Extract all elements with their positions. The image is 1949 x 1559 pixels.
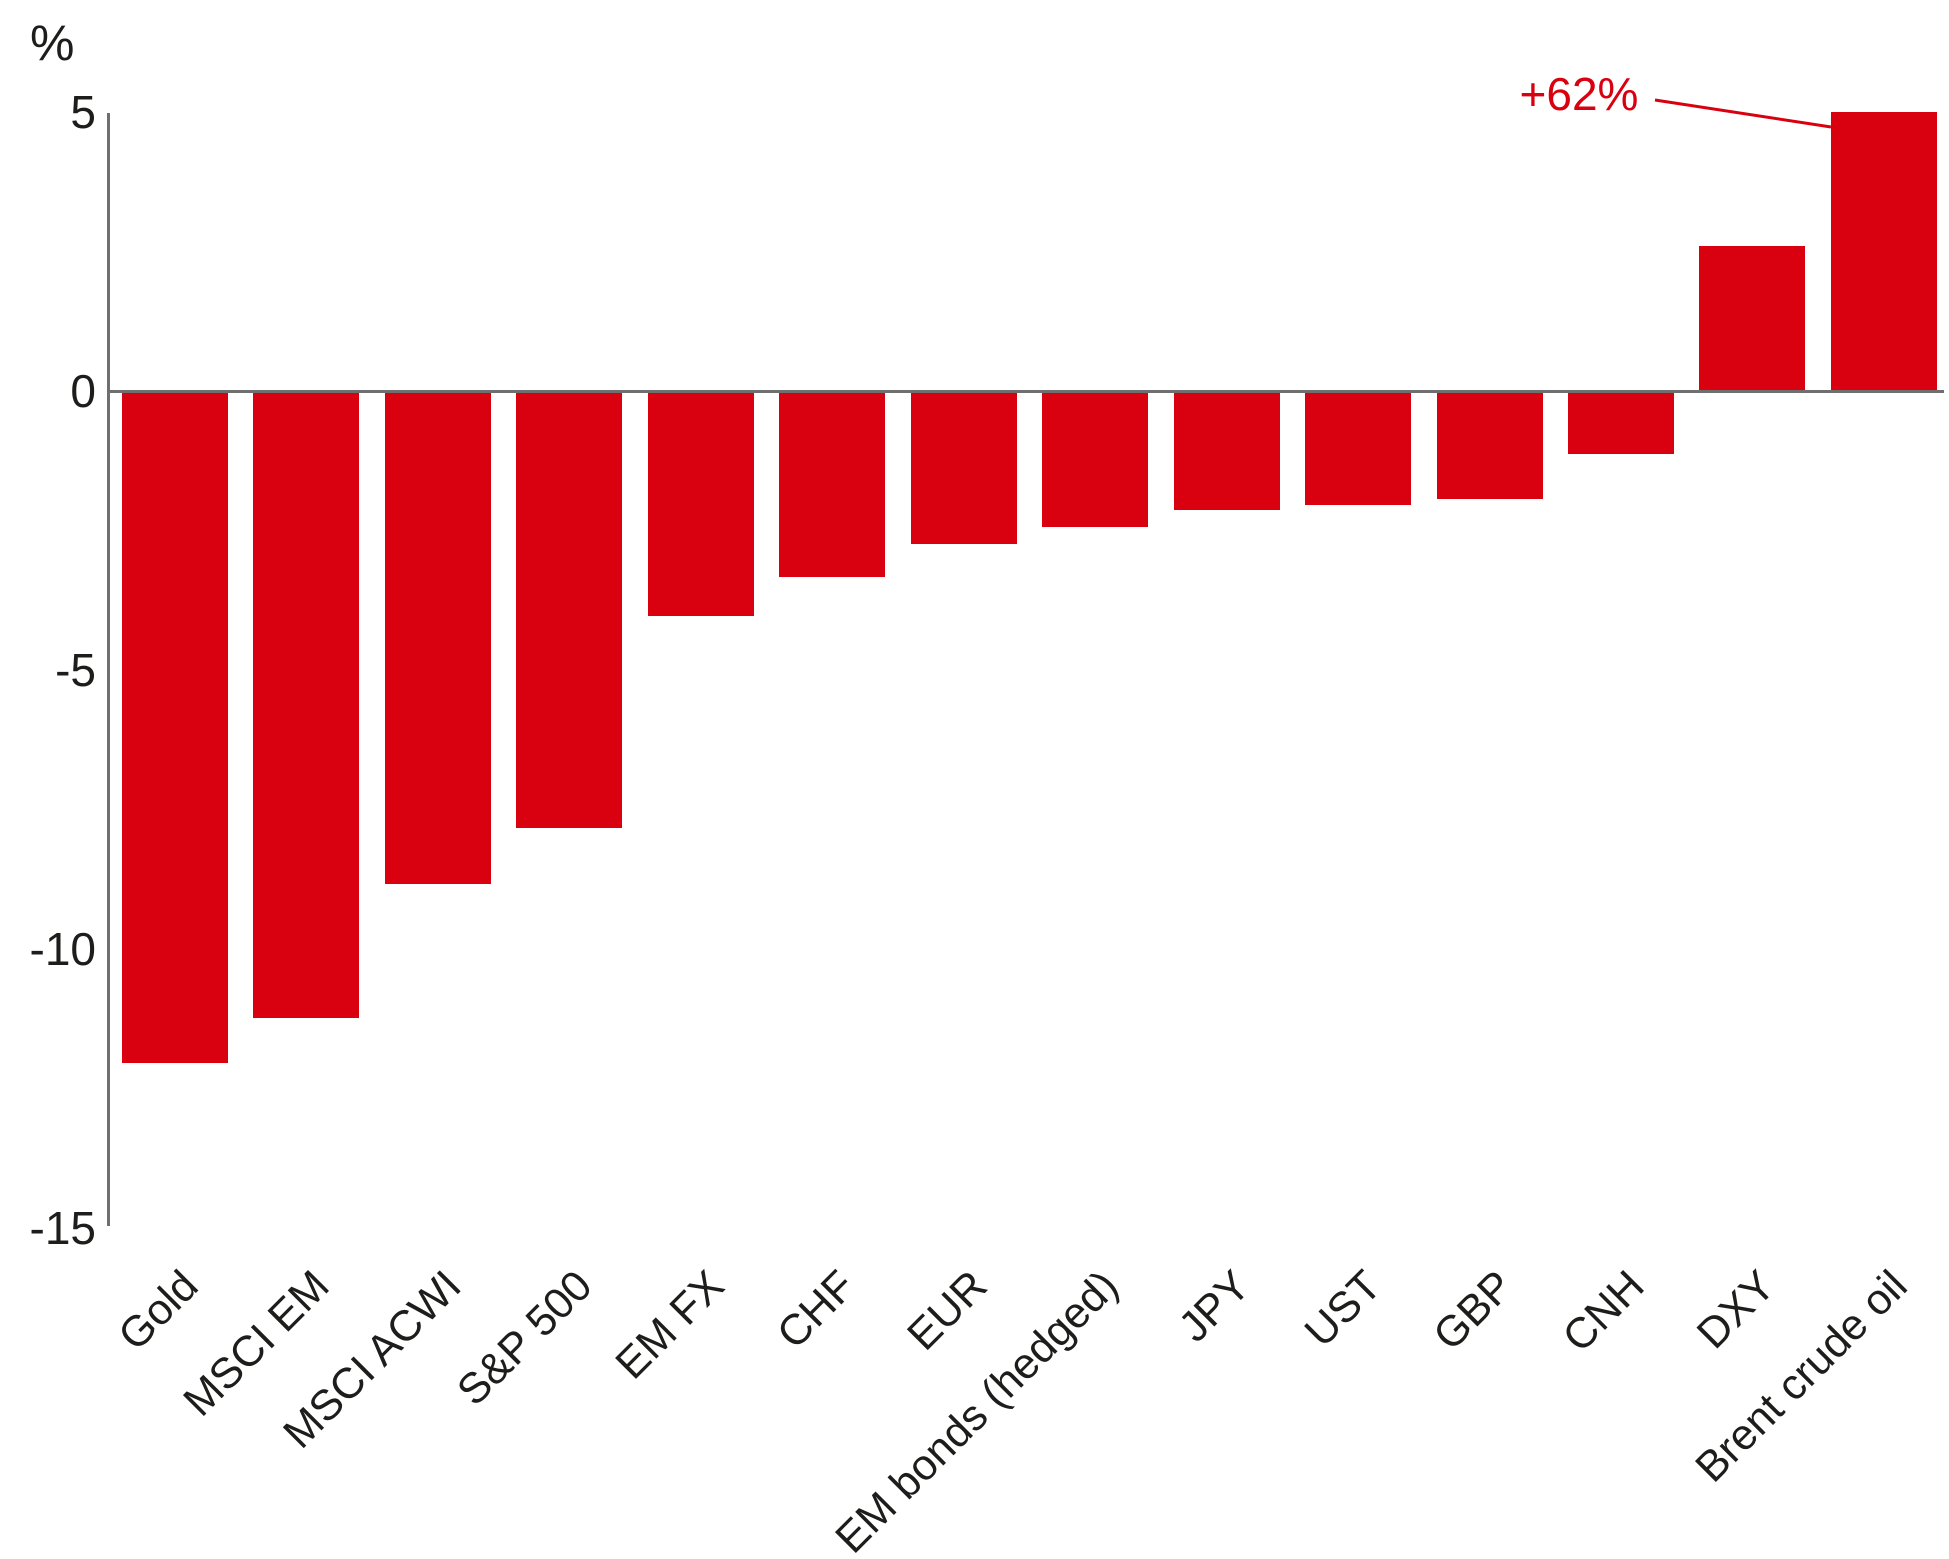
bar-em-fx (648, 393, 754, 616)
bar-s-p-500 (516, 393, 622, 828)
bar-msci-acwi (385, 393, 491, 884)
bar-ust (1305, 393, 1411, 505)
bar-gold (122, 393, 228, 1063)
bar-brent-crude-oil (1831, 112, 1937, 391)
bar-eur (911, 393, 1017, 544)
y-tick-label: -15 (29, 1202, 96, 1254)
annotation-brent-value: +62% (1519, 68, 1639, 120)
bar-gbp (1437, 393, 1543, 499)
bar-chf (779, 393, 885, 577)
y-tick-label: 5 (70, 86, 96, 138)
y-axis-line (107, 113, 110, 1226)
bar-msci-em (253, 393, 359, 1018)
annotation-leader-line (1654, 98, 1832, 129)
bar-em-bonds-hedged- (1042, 393, 1148, 527)
y-axis-unit-label: % (30, 15, 75, 71)
zero-baseline (107, 390, 1944, 393)
bar-cnh (1568, 393, 1674, 454)
y-tick-label: -10 (29, 923, 96, 975)
y-tick-label: 0 (70, 365, 96, 417)
y-tick-label: -5 (55, 644, 96, 696)
bar-dxy (1699, 246, 1805, 391)
bar-jpy (1174, 393, 1280, 510)
